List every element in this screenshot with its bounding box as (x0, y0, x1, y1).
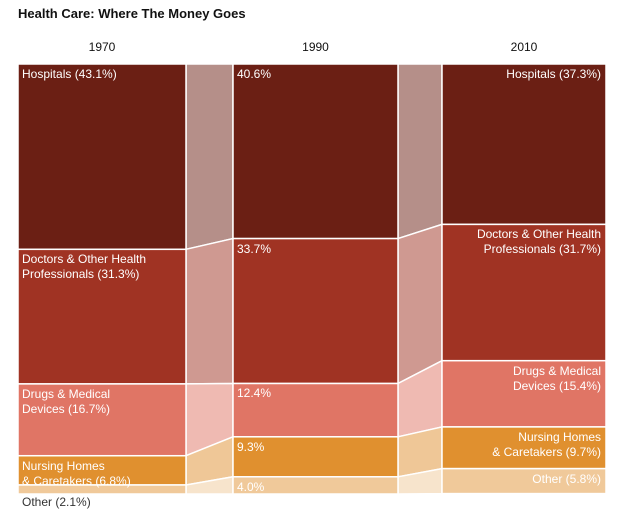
segment (232, 237, 399, 385)
value-label: Drugs & Medical Devices (15.4%) (512, 363, 601, 393)
segment (441, 63, 607, 226)
segment (17, 248, 187, 385)
segment (441, 467, 607, 495)
segment (232, 476, 399, 495)
segment (17, 383, 187, 457)
value-label: Hospitals (37.3%) (506, 67, 601, 81)
value-label: 4.0% (237, 479, 265, 494)
value-label: 33.7% (237, 241, 272, 256)
value-label: Drugs & Medical Devices (16.7%) (22, 386, 111, 416)
column-header: 1970 (88, 40, 116, 54)
column-header: 2010 (510, 40, 538, 54)
segment (232, 382, 399, 438)
value-label: 40.6% (237, 67, 272, 81)
segment (17, 484, 187, 495)
value-label: Hospitals (43.1%) (22, 67, 117, 81)
connector (397, 223, 443, 385)
segment (441, 359, 607, 428)
segment (441, 223, 607, 362)
value-label: Other (5.8%) (532, 471, 601, 486)
connector (185, 63, 234, 251)
value-label: Doctors & Other Health Professionals (31… (476, 227, 601, 257)
column-header: 1990 (302, 40, 329, 54)
connector (185, 237, 234, 385)
value-label: Nursing Homes & Caretakers (9.7%) (492, 429, 601, 459)
segment (232, 436, 399, 478)
chart-title: Health Care: Where The Money Goes (18, 6, 246, 21)
value-label: Doctors & Other Health Professionals (31… (22, 252, 147, 282)
segment (17, 63, 187, 251)
segment (232, 63, 399, 240)
value-label: 12.4% (237, 386, 272, 401)
value-label: Other (2.1%) (22, 495, 91, 509)
connector (397, 63, 443, 240)
value-label: Nursing Homes & Caretakers (6.8%) (22, 458, 131, 488)
value-label: 9.3% (237, 439, 265, 454)
